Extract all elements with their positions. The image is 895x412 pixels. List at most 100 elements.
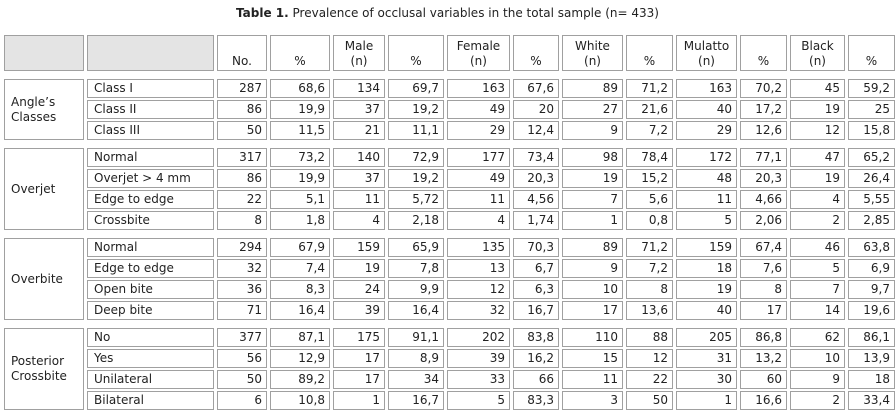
cell-value: 68,6: [270, 79, 330, 98]
cell-value: 135: [447, 238, 510, 257]
table-body: No.% Male (n)% Female (n)% White (n)% Mulatt…: [4, 35, 895, 71]
cell-value: 19,6: [848, 301, 895, 320]
cell-value: 1,74: [513, 211, 559, 230]
cell-value: 29: [447, 121, 510, 140]
cell-value: 71,2: [626, 238, 673, 257]
column-header: %: [848, 35, 895, 71]
row-label: No: [87, 328, 214, 347]
cell-value: 163: [447, 79, 510, 98]
cell-value: 91,1: [388, 328, 444, 347]
table-row: Bilateral 6 10,8 1 16,7 5 83,3 3 50 1 16,6 2 33,4: [4, 391, 895, 410]
cell-value: 19,2: [388, 100, 444, 119]
cell-value: 14: [790, 301, 845, 320]
row-label: Overjet > 4 mm: [87, 169, 214, 188]
cell-value: 12,9: [270, 349, 330, 368]
table-title: Table 1. Prevalence of occlusal variable…: [0, 6, 895, 20]
cell-value: 39: [333, 301, 385, 320]
column-header: White (n): [562, 35, 623, 71]
table-row: Overjet Normal 317 73,2 140 72,9 177 73,4 98 78,4…: [4, 148, 895, 230]
cell-value: 11: [447, 190, 510, 209]
cell-value: 34: [388, 370, 444, 389]
table-row: Edge to edge 22 5,1 11 5,72 11 4,56 7 5,6 11 4,66 4…: [4, 190, 895, 209]
row-label: Normal: [87, 238, 214, 257]
cell-value: 24: [333, 280, 385, 299]
group-label: Overjet: [4, 148, 84, 230]
cell-value: 71,2: [626, 79, 673, 98]
cell-value: 15,8: [848, 121, 895, 140]
cell-value: 11: [562, 370, 623, 389]
column-header: %: [740, 35, 787, 71]
cell-value: 10: [562, 280, 623, 299]
table-row: Crossbite 8 1,8 4 2,18 4 1,74 1 0,8 5 2,06 2 2,85: [4, 211, 895, 230]
group-label: Angle’s Classes: [4, 79, 84, 140]
cell-value: 2: [790, 211, 845, 230]
cell-value: 21,6: [626, 100, 673, 119]
table-body: Angle’s Classes Class I 287 68,6 134 69,7 163 6…: [4, 79, 895, 140]
cell-value: 67,9: [270, 238, 330, 257]
row-label: Crossbite: [87, 211, 214, 230]
row-label: Edge to edge: [87, 259, 214, 278]
cell-value: 33,4: [848, 391, 895, 410]
cell-value: 8,3: [270, 280, 330, 299]
cell-value: 17: [333, 349, 385, 368]
cell-value: 16,6: [740, 391, 787, 410]
column-header: Female (n): [447, 35, 510, 71]
cell-value: 83,8: [513, 328, 559, 347]
cell-value: 134: [333, 79, 385, 98]
cell-value: 5: [676, 211, 737, 230]
cell-value: 63,8: [848, 238, 895, 257]
cell-value: 9,9: [388, 280, 444, 299]
cell-value: 32: [447, 301, 510, 320]
cell-value: 87,1: [270, 328, 330, 347]
cell-value: 5,1: [270, 190, 330, 209]
cell-value: 13,6: [626, 301, 673, 320]
cell-value: 172: [676, 148, 737, 167]
cell-value: 19: [790, 100, 845, 119]
cell-value: 377: [217, 328, 267, 347]
cell-value: 88: [626, 328, 673, 347]
cell-value: 50: [626, 391, 673, 410]
cell-value: 40: [676, 100, 737, 119]
cell-value: 86,1: [848, 328, 895, 347]
column-header: %: [270, 35, 330, 71]
table-row: Edge to edge 32 7,4 19 7,8 13 6,7 9 7,2 18 7,6 5 6,9: [4, 259, 895, 278]
cell-value: 4,56: [513, 190, 559, 209]
cell-value: 10,8: [270, 391, 330, 410]
cell-value: 12: [790, 121, 845, 140]
cell-value: 177: [447, 148, 510, 167]
cell-value: 67,4: [740, 238, 787, 257]
cell-value: 70,2: [740, 79, 787, 98]
cell-value: 2: [790, 391, 845, 410]
column-header: Male (n): [333, 35, 385, 71]
table-block: Posterior Crossbite No 377 87,1 175 91,1 202 83…: [1, 326, 895, 412]
header-empty: [4, 35, 84, 71]
cell-value: 20: [513, 100, 559, 119]
cell-value: 66: [513, 370, 559, 389]
row-label: Normal: [87, 148, 214, 167]
cell-value: 9,7: [848, 280, 895, 299]
column-header-text: %: [294, 54, 306, 68]
cell-value: 50: [217, 121, 267, 140]
column-header-text: %: [530, 54, 542, 68]
group-label: Overbite: [4, 238, 84, 320]
cell-value: 2,85: [848, 211, 895, 230]
cell-value: 83,3: [513, 391, 559, 410]
cell-value: 49: [447, 169, 510, 188]
column-header: %: [388, 35, 444, 71]
table-row: Yes 56 12,9 17 8,9 39 16,2 15 12 31 13,2 10 13,9: [4, 349, 895, 368]
cell-value: 17: [333, 370, 385, 389]
row-label: Yes: [87, 349, 214, 368]
cell-value: 45: [790, 79, 845, 98]
cell-value: 40: [676, 301, 737, 320]
cell-value: 86,8: [740, 328, 787, 347]
cell-value: 110: [562, 328, 623, 347]
cell-value: 5,55: [848, 190, 895, 209]
table-body: Overbite Normal 294 67,9 159 65,9 135 70,3 89 71,…: [4, 238, 895, 320]
cell-value: 29: [676, 121, 737, 140]
cell-value: 5,72: [388, 190, 444, 209]
cell-value: 13: [447, 259, 510, 278]
table-block: Angle’s Classes Class I 287 68,6 134 69,7 163 6…: [1, 77, 895, 142]
cell-value: 0,8: [626, 211, 673, 230]
cell-value: 16,4: [270, 301, 330, 320]
